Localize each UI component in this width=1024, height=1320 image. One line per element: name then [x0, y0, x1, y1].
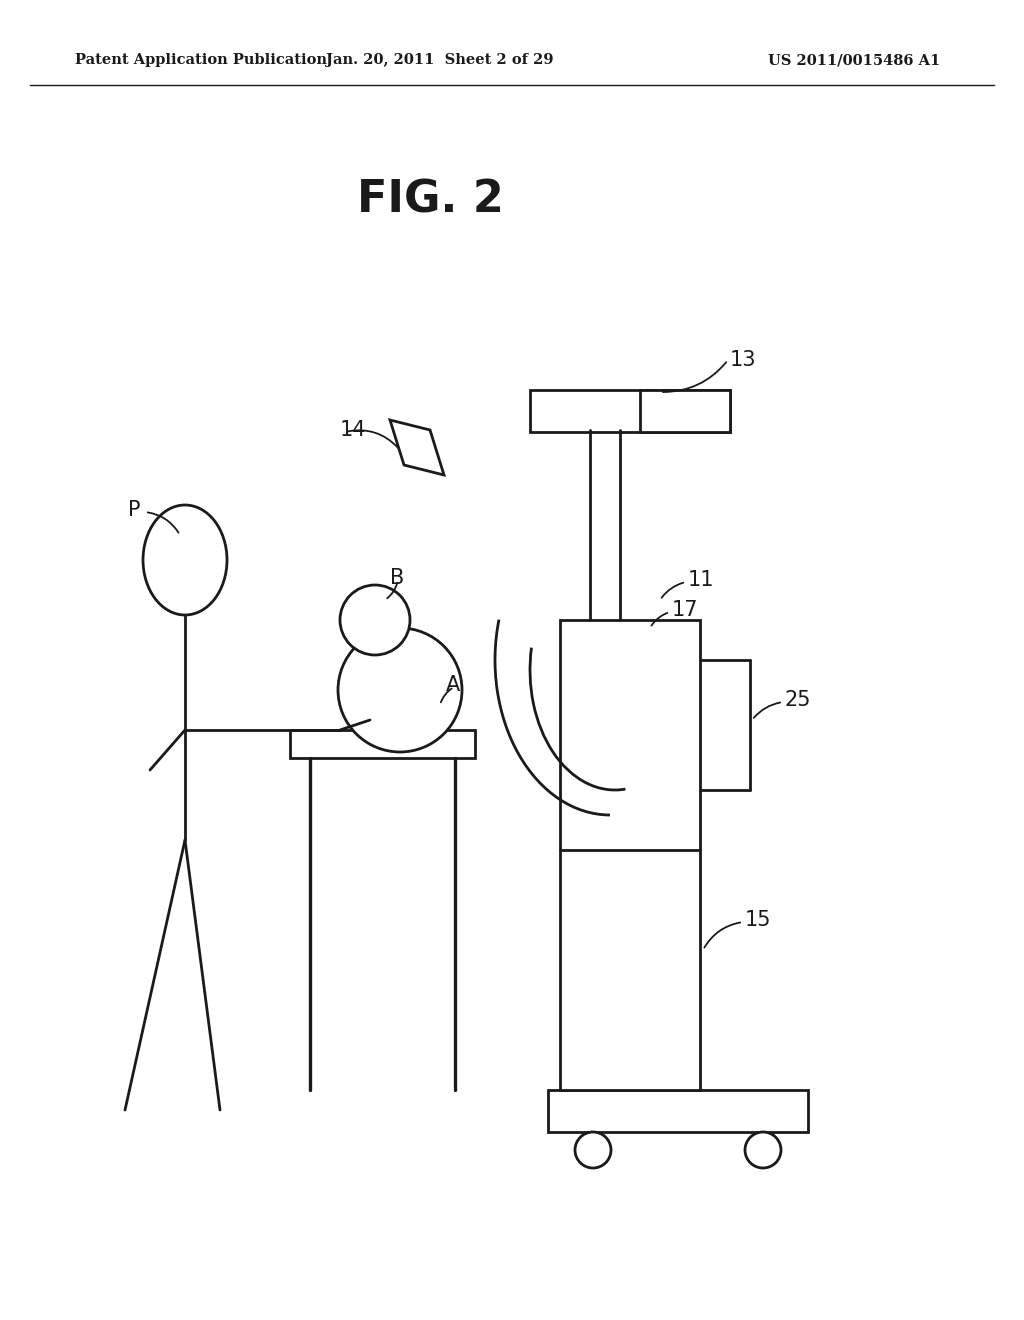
- Text: 14: 14: [340, 420, 367, 440]
- Circle shape: [575, 1133, 611, 1168]
- Text: B: B: [390, 568, 404, 587]
- Bar: [560, 620, 700, 1090]
- Text: FIG. 2: FIG. 2: [356, 178, 504, 222]
- Circle shape: [745, 1133, 781, 1168]
- Text: Patent Application Publication: Patent Application Publication: [75, 53, 327, 67]
- Text: 25: 25: [785, 690, 811, 710]
- Text: US 2011/0015486 A1: US 2011/0015486 A1: [768, 53, 940, 67]
- Polygon shape: [390, 420, 444, 475]
- Circle shape: [338, 628, 462, 752]
- Ellipse shape: [143, 506, 227, 615]
- Bar: [530, 389, 730, 432]
- Bar: [548, 1090, 808, 1133]
- Text: 13: 13: [730, 350, 757, 370]
- Text: Jan. 20, 2011  Sheet 2 of 29: Jan. 20, 2011 Sheet 2 of 29: [327, 53, 554, 67]
- Bar: [640, 389, 730, 432]
- Bar: [290, 730, 475, 758]
- Text: 17: 17: [672, 601, 698, 620]
- Text: A: A: [446, 675, 460, 696]
- Text: 15: 15: [745, 909, 771, 931]
- Circle shape: [340, 585, 410, 655]
- Text: P: P: [128, 500, 140, 520]
- Text: 11: 11: [688, 570, 715, 590]
